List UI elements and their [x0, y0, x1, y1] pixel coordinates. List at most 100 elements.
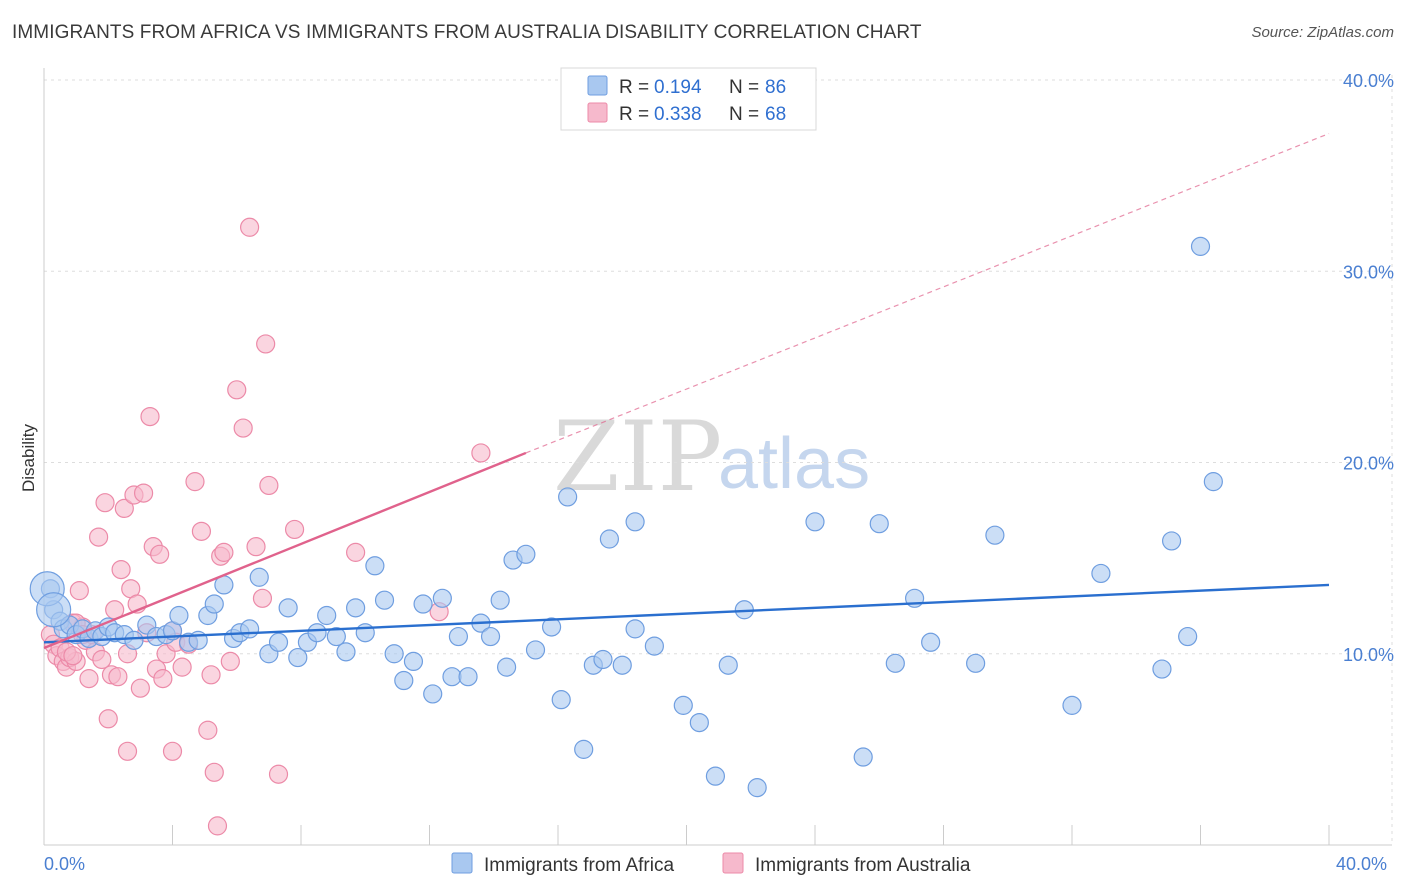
- africa-point: [985, 525, 1005, 545]
- africa-point: [458, 667, 478, 687]
- source-credit: Source: ZipAtlas.com: [1251, 24, 1394, 41]
- africa-point: [346, 598, 366, 618]
- australia-point: [114, 498, 134, 518]
- y-tick-label: 10.0%: [1343, 645, 1394, 665]
- y-tick-label: 40.0%: [1343, 71, 1394, 91]
- africa-point: [1203, 472, 1223, 492]
- australia-swatch: [587, 102, 608, 123]
- africa-point: [317, 605, 337, 626]
- africa-point: [574, 739, 594, 759]
- australia-n-value: 68: [765, 104, 786, 125]
- africa-point: [673, 695, 693, 715]
- australia-trend-extrapolated: [525, 132, 1330, 454]
- africa-point-large: [36, 592, 72, 628]
- africa-point: [805, 512, 825, 532]
- africa-point: [240, 619, 260, 639]
- australia-point: [153, 669, 173, 689]
- africa-point: [718, 655, 738, 675]
- africa-point: [497, 657, 517, 677]
- australia-point: [185, 472, 205, 492]
- australia-point: [471, 443, 491, 463]
- africa-point: [1178, 626, 1198, 647]
- africa-point: [625, 512, 645, 532]
- africa-point: [480, 626, 501, 647]
- australia-point: [92, 649, 112, 670]
- australia-point: [63, 646, 83, 666]
- y-tick-labels: 10.0% 20.0% 30.0% 40.0%: [1343, 71, 1394, 665]
- trend-lines: [43, 132, 1330, 650]
- chart-title: IMMIGRANTS FROM AFRICA VS IMMIGRANTS FRO…: [12, 22, 922, 43]
- africa-point: [204, 594, 224, 614]
- australia-point: [150, 544, 170, 564]
- watermark-zip: ZIP: [553, 401, 722, 513]
- africa-trend-line: [43, 583, 1330, 644]
- africa-r-value: 0.194: [654, 77, 702, 98]
- africa-point: [288, 647, 308, 668]
- africa-point: [355, 623, 375, 643]
- africa-point: [625, 619, 645, 639]
- africa-point: [853, 747, 873, 767]
- africa-point: [403, 651, 424, 672]
- australia-point: [79, 669, 99, 689]
- africa-point: [689, 712, 709, 733]
- australia-point: [140, 407, 160, 427]
- africa-point: [599, 529, 620, 549]
- africa-point: [921, 632, 941, 652]
- africa-point: [423, 684, 443, 704]
- legend-australia-label: Immigrants from Australia: [755, 855, 971, 876]
- australia-point: [204, 762, 224, 782]
- africa-point: [307, 623, 327, 643]
- australia-point: [172, 657, 192, 677]
- africa-point: [747, 778, 767, 798]
- australia-point: [214, 542, 234, 562]
- australia-point: [240, 217, 260, 237]
- australia-point: [69, 581, 89, 601]
- africa-point: [365, 556, 385, 576]
- africa-point: [124, 630, 144, 650]
- australia-point: [201, 665, 221, 685]
- australia-point: [246, 537, 266, 557]
- africa-point: [516, 544, 536, 564]
- africa-point: [1152, 659, 1172, 679]
- y-tick-label: 20.0%: [1343, 454, 1394, 474]
- series-legend: Immigrants from Africa Immigrants from A…: [451, 852, 971, 876]
- africa-point: [374, 590, 395, 610]
- australia-point: [268, 764, 289, 784]
- y-tick-label: 30.0%: [1343, 262, 1394, 282]
- africa-point: [885, 653, 905, 673]
- series-australia-points: [40, 217, 491, 836]
- australia-r-value: 0.338: [654, 104, 702, 125]
- africa-point: [869, 514, 889, 534]
- australia-point: [111, 559, 131, 580]
- africa-point: [593, 649, 613, 670]
- africa-n-label: N =: [729, 77, 759, 98]
- australia-point: [259, 475, 279, 496]
- africa-point: [705, 766, 726, 786]
- australia-point: [198, 720, 218, 740]
- australia-point: [162, 741, 183, 761]
- australia-point: [252, 588, 273, 608]
- africa-point: [448, 626, 469, 647]
- australia-r-label: R =: [619, 104, 649, 125]
- australia-point: [207, 816, 228, 836]
- africa-point: [413, 594, 433, 614]
- australia-point: [233, 418, 253, 438]
- australia-point: [95, 493, 115, 513]
- africa-swatch: [587, 75, 608, 96]
- africa-point: [1062, 695, 1082, 715]
- legend-africa-label: Immigrants from Africa: [484, 855, 674, 876]
- australia-point: [133, 483, 154, 503]
- africa-point: [558, 487, 578, 507]
- africa-point: [442, 667, 462, 687]
- axes: [43, 68, 1392, 846]
- africa-point: [541, 617, 562, 637]
- australia-point: [108, 667, 128, 687]
- australia-n-label: N =: [729, 104, 759, 125]
- australia-point: [117, 741, 138, 761]
- africa-point: [384, 644, 404, 664]
- africa-point: [1190, 236, 1211, 256]
- africa-point: [278, 598, 298, 618]
- australia-point: [130, 678, 150, 698]
- australia-point: [220, 651, 240, 672]
- australia-point: [284, 519, 305, 540]
